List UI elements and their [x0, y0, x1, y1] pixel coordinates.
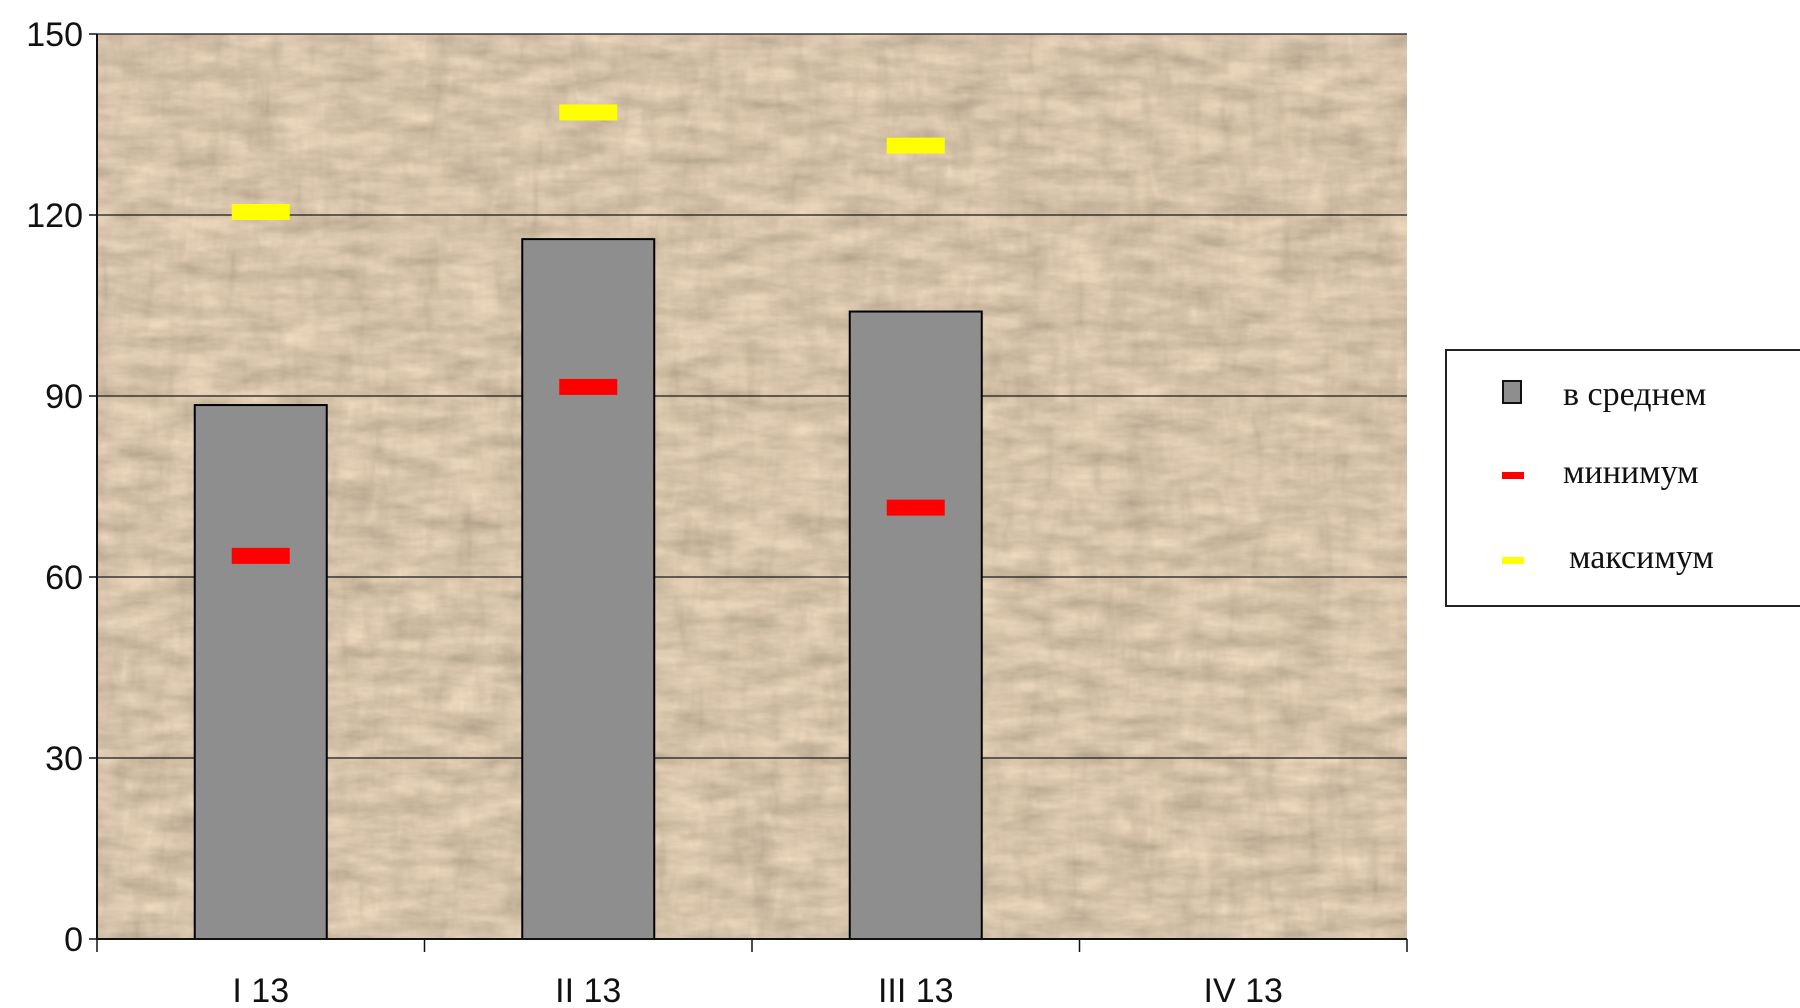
- legend-swatch-minimum: [1502, 472, 1524, 479]
- min-marker-1: [231, 547, 290, 564]
- x-tick-label-4: IV 13: [1204, 972, 1283, 1008]
- x-tick-labels: I 13 II 13 III 13 IV 13: [232, 972, 1283, 1008]
- bar-2: [521, 238, 656, 940]
- y-tick-label-150: 150: [26, 16, 83, 54]
- min-marker-3: [886, 499, 945, 516]
- legend-label-average: в среднем: [1563, 376, 1706, 413]
- bars: [193, 238, 983, 940]
- x-tick-label-1: I 13: [232, 972, 289, 1008]
- bar-3: [848, 310, 983, 940]
- y-tick-label-60: 60: [45, 559, 83, 597]
- axes: [96, 34, 1408, 952]
- legend-label-minimum: минимум: [1563, 454, 1699, 491]
- x-tick-label-2: II 13: [555, 972, 621, 1008]
- legend-swatch-maximum: [1502, 557, 1524, 564]
- bar-1: [193, 404, 328, 940]
- max-marker-2: [559, 104, 618, 121]
- y-tick-label-30: 30: [45, 740, 83, 778]
- min-marker-2: [559, 378, 618, 395]
- y-tick-label-0: 0: [64, 921, 83, 959]
- legend-label-maximum: максимум: [1569, 539, 1714, 576]
- max-marker-3: [886, 137, 945, 154]
- markers: [231, 104, 945, 564]
- legend: в среднем минимум максимум: [1445, 349, 1800, 607]
- y-tick-label-120: 120: [26, 197, 83, 235]
- y-tick-labels: 0 30 60 90 120 150: [26, 16, 97, 959]
- y-tick-label-90: 90: [45, 378, 83, 416]
- max-marker-1: [231, 203, 290, 220]
- plot-background: [97, 34, 1407, 939]
- legend-swatch-average: [1502, 380, 1522, 404]
- x-tick-label-3: III 13: [878, 972, 954, 1008]
